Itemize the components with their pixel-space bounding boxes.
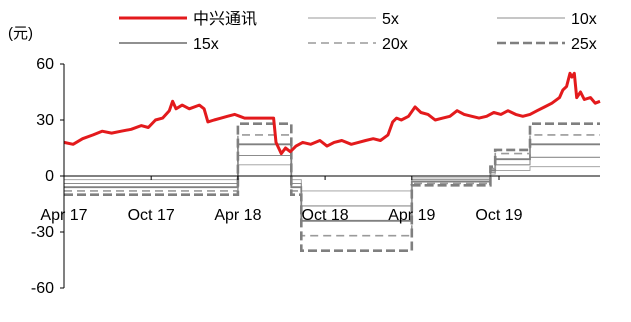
y-tick-label: 60 bbox=[36, 56, 54, 73]
legend-label-20x: 20x bbox=[382, 36, 408, 53]
y-axis-unit-label: (元) bbox=[8, 25, 33, 42]
series-line-25x bbox=[64, 122, 600, 252]
legend-label-中兴通讯: 中兴通讯 bbox=[193, 10, 257, 28]
legend-label-5x: 5x bbox=[382, 11, 399, 28]
x-tick-label: Apr 17 bbox=[40, 207, 87, 224]
y-tick-label: -60 bbox=[31, 280, 54, 297]
legend: 中兴通讯 5x 10x 15x 20x 25x bbox=[119, 10, 597, 53]
legend-label-15x: 15x bbox=[193, 36, 219, 53]
y-tick-label: -30 bbox=[31, 224, 54, 241]
axes-layer: 60 30 0 -30 -60 Apr 17 Oct 17 Apr 18 Oct 18 Apr 1… bbox=[31, 56, 600, 297]
series-line-price bbox=[63, 71, 601, 156]
x-tick-label: Oct 18 bbox=[302, 207, 349, 224]
x-tick-label: Oct 17 bbox=[128, 207, 175, 224]
x-tick-label: Apr 19 bbox=[388, 207, 435, 224]
y-tick-label: 0 bbox=[45, 168, 54, 185]
legend-label-25x: 25x bbox=[571, 36, 597, 53]
series-line-10x bbox=[64, 154, 600, 207]
series-layer bbox=[63, 71, 601, 252]
legend-label-10x: 10x bbox=[571, 11, 597, 28]
x-tick-label: Apr 18 bbox=[214, 207, 261, 224]
x-tick-label: Oct 19 bbox=[475, 207, 522, 224]
y-tick-label: 30 bbox=[36, 112, 54, 129]
